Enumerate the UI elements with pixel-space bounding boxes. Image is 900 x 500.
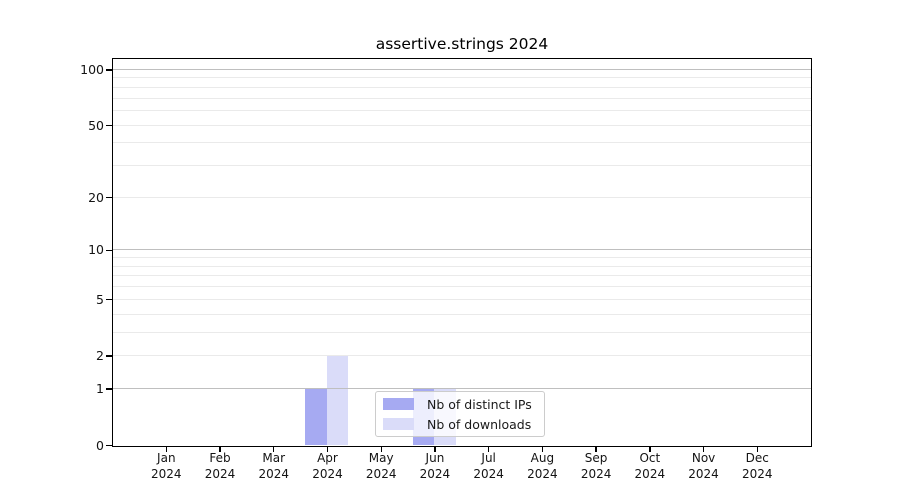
y-axis-tick-label: 10: [88, 242, 104, 258]
x-tick-month: Aug: [530, 451, 555, 465]
x-tick-year: 2024: [634, 466, 666, 481]
gridline-minor: [113, 313, 811, 315]
x-tick-month: May: [368, 451, 394, 465]
x-tick-month: Mar: [262, 451, 286, 465]
x-axis-tick-label: Mar 2024: [244, 451, 304, 482]
x-tick-month: Oct: [639, 451, 661, 465]
gridline-minor: [113, 265, 811, 267]
x-axis-tick-label: May 2024: [351, 451, 411, 482]
x-tick-year: 2024: [688, 466, 719, 481]
gridline-major: [113, 249, 811, 251]
chart-title: assertive.strings 2024: [375, 35, 549, 53]
y-tick-mark: [106, 299, 112, 301]
y-axis-tick-label: 20: [88, 189, 104, 205]
gridline-minor: [113, 298, 811, 300]
gridline-minor: [113, 196, 811, 198]
x-tick-month: Feb: [209, 451, 231, 465]
x-tick-month: Jan: [157, 451, 176, 465]
x-axis-tick-label: Feb 2024: [190, 451, 250, 482]
x-axis-tick-label: Jan 2024: [136, 451, 196, 482]
y-tick-mark: [106, 69, 112, 71]
legend-item-distinct-ips: Nb of distinct IPs: [383, 397, 537, 412]
x-tick-month: Jul: [481, 451, 496, 465]
x-tick-mark: [702, 447, 705, 452]
y-axis-tick-label: 100: [80, 61, 104, 77]
x-tick-month: Jun: [425, 451, 445, 465]
x-axis-tick-label: Jul 2024: [459, 451, 519, 482]
gridline-major: [113, 388, 811, 390]
legend-item-downloads: Nb of downloads: [383, 417, 537, 432]
x-tick-year: 2024: [151, 466, 182, 481]
x-tick-year: 2024: [473, 466, 504, 481]
x-tick-year: 2024: [312, 466, 343, 481]
x-tick-year: 2024: [419, 466, 451, 481]
x-tick-month: Dec: [745, 451, 769, 465]
y-axis-tick-label: 5: [96, 291, 104, 307]
y-axis-tick-label: 50: [88, 117, 104, 133]
x-tick-mark: [434, 447, 436, 452]
gridline-minor: [113, 355, 811, 357]
y-axis-tick-label: 0: [96, 437, 104, 453]
legend-swatch-downloads: [383, 418, 414, 430]
legend-label-downloads: Nb of downloads: [427, 416, 532, 432]
y-axis-tick-label: 1: [96, 381, 104, 397]
plot-area: Nb of distinct IPs Nb of downloads: [112, 58, 812, 447]
y-tick-mark: [106, 197, 112, 199]
x-tick-mark: [541, 447, 544, 452]
y-tick-mark: [106, 388, 112, 390]
x-tick-year: 2024: [258, 466, 290, 481]
x-tick-mark: [595, 447, 597, 452]
y-axis-tick-label: 2: [96, 348, 104, 364]
bar-downloads: [326, 355, 349, 445]
legend-label-distinct-ips: Nb of distinct IPs: [427, 396, 532, 412]
gridline-minor: [113, 286, 811, 288]
gridline-minor: [113, 86, 811, 88]
y-tick-mark: [106, 124, 112, 127]
x-axis-tick-label: Aug 2024: [512, 451, 572, 482]
x-axis-tick-label: Apr 2024: [297, 451, 357, 482]
x-tick-mark: [649, 447, 651, 452]
x-tick-mark: [165, 447, 167, 452]
gridline-major: [113, 68, 811, 70]
gridline-minor: [113, 110, 811, 112]
gridline-minor: [113, 97, 811, 99]
x-tick-year: 2024: [580, 466, 612, 481]
gridline-minor: [113, 77, 811, 79]
x-tick-month: Nov: [691, 451, 716, 465]
gridline-minor: [113, 165, 811, 167]
legend-swatch-distinct-ips: [383, 398, 414, 410]
x-tick-month: Sep: [584, 451, 608, 465]
y-tick-mark: [106, 444, 112, 447]
x-axis-tick-label: Dec 2024: [727, 451, 787, 482]
x-axis-tick-label: Jun 2024: [405, 451, 465, 482]
gridline-minor: [113, 257, 811, 259]
y-tick-mark: [106, 355, 112, 357]
x-axis-tick-label: Sep 2024: [566, 451, 626, 482]
x-tick-mark: [756, 447, 758, 452]
bar-distinct-ips: [305, 388, 327, 445]
x-tick-year: 2024: [742, 466, 773, 481]
x-tick-mark: [326, 447, 329, 452]
x-tick-month: Apr: [317, 451, 338, 465]
gridline-minor: [113, 331, 811, 333]
y-tick-mark: [106, 249, 112, 252]
gridline-minor: [113, 124, 811, 126]
x-tick-mark: [380, 447, 382, 452]
gridline-minor: [113, 275, 811, 277]
x-tick-mark: [219, 447, 221, 452]
x-axis-tick-label: Nov 2024: [674, 451, 734, 482]
x-tick-mark: [273, 447, 275, 452]
x-tick-year: 2024: [365, 466, 397, 481]
x-tick-year: 2024: [527, 466, 558, 481]
legend: Nb of distinct IPs Nb of downloads: [375, 391, 545, 437]
x-tick-mark: [487, 447, 490, 452]
gridline-minor: [113, 142, 811, 144]
x-axis-tick-label: Oct 2024: [620, 451, 680, 482]
x-tick-year: 2024: [204, 466, 236, 481]
